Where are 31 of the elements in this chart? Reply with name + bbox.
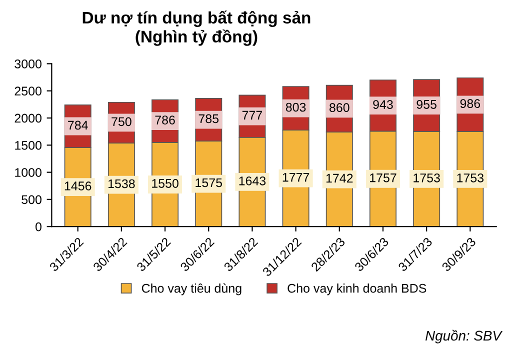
data-label: 860 — [330, 103, 350, 112]
chart-title: Dư nợ tín dụng bất động sản (Nghìn tỷ đồng) — [82, 10, 310, 46]
data-label: 955 — [416, 100, 436, 109]
y-tick-label: 3000 — [14, 60, 42, 68]
data-label: 1575 — [196, 178, 222, 188]
y-tick-label: 500 — [22, 195, 42, 204]
y-tick-label: 1000 — [15, 168, 42, 177]
data-label: 1456 — [64, 182, 92, 190]
data-label: 1643 — [239, 176, 266, 186]
data-label: 1777 — [282, 172, 310, 182]
data-label: 986 — [460, 99, 480, 108]
data-label: 1757 — [370, 174, 396, 182]
y-tick-label: 1500 — [15, 140, 42, 150]
data-label: 1742 — [326, 174, 353, 183]
data-label: 786 — [155, 116, 175, 124]
data-label: 943 — [373, 100, 393, 109]
y-tick-label: 2000 — [14, 114, 42, 123]
y-tick-label: 2500 — [14, 86, 42, 96]
text: Nguồn: SBV — [425, 330, 503, 344]
data-label: 803 — [286, 102, 306, 112]
data-label: 1538 — [108, 179, 135, 188]
legend-label: Cho vay kinh doanh BDS — [288, 284, 426, 296]
data-label: 750 — [112, 117, 132, 126]
data-label: 1753 — [414, 173, 440, 182]
data-label: 785 — [198, 114, 219, 124]
data-label: 1550 — [152, 178, 178, 188]
data-label: 777 — [242, 110, 262, 120]
data-label: 1753 — [457, 173, 484, 182]
y-tick-label: 0 — [36, 222, 42, 232]
legend-label: Cho vay tiêu dùng — [142, 283, 242, 296]
data-label: 784 — [68, 120, 88, 130]
